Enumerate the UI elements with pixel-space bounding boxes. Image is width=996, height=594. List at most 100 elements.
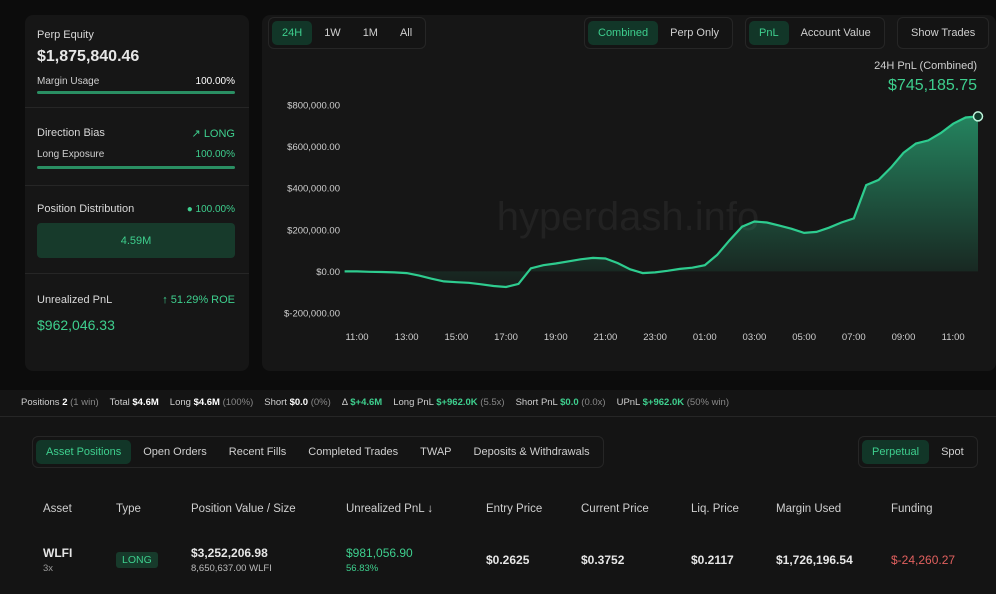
metric-button[interactable]: Account Value (800, 27, 871, 39)
tab[interactable]: Deposits & Withdrawals (473, 446, 590, 458)
stat: Long PnL $+962.0K (5.5x) (393, 397, 504, 408)
tab[interactable]: Asset Positions (36, 440, 132, 464)
headline: $745,185.75 (888, 77, 977, 94)
y-tick-label: $0.00 (316, 267, 340, 278)
stat-value: $+4.6M (350, 397, 383, 408)
stat-label: Short PnL (515, 397, 558, 408)
stat: Δ $+4.6M (342, 397, 382, 408)
stat-value: $+962.0K (642, 397, 685, 408)
label: Long Exposure (37, 149, 105, 160)
stat-note: (0.0x) (581, 397, 606, 408)
divider (25, 273, 249, 274)
stat-note: (50% win) (686, 397, 729, 408)
label: Unrealized PnL (37, 294, 113, 306)
tab[interactable]: Open Orders (143, 446, 207, 458)
divider (0, 416, 996, 417)
show-trades-group: Show Trades (897, 17, 990, 49)
leverage: 3x (43, 563, 54, 574)
liq-price: $0.2117 (691, 553, 734, 567)
stat-value: $4.6M (132, 397, 159, 408)
range-button[interactable]: 1W (324, 27, 341, 39)
column-header[interactable]: Margin Used (776, 503, 842, 515)
y-tick-label: $-200,000.00 (284, 309, 340, 320)
current-price: $0.3752 (581, 553, 625, 567)
value: LONG (203, 128, 235, 140)
column-header[interactable]: Current Price (581, 503, 649, 515)
column-header[interactable]: Position Value / Size (191, 503, 296, 515)
stat-value: $4.6M (193, 397, 220, 408)
stat: Long $4.6M (100%) (170, 397, 253, 408)
label: Position Distribution (37, 203, 135, 215)
value: 100.00% (195, 76, 235, 87)
range-button[interactable]: 1M (362, 27, 378, 39)
stat-label: Total (109, 397, 130, 408)
positions-panel (0, 390, 996, 594)
stat: Short PnL $0.0 (0.0x) (516, 397, 606, 408)
chart-title: 24H PnL (Combined) (874, 60, 977, 72)
stat-value: $0.0 (560, 397, 579, 408)
bias: ↗ LONG (191, 128, 235, 140)
x-tick-label: 21:00 (594, 332, 618, 343)
x-tick-label: 19:00 (544, 332, 568, 343)
column-header[interactable]: Entry Price (486, 503, 543, 515)
stat-label: UPnL (616, 397, 640, 408)
stat: Short $0.0 (0%) (264, 397, 331, 408)
tab[interactable]: Completed Trades (308, 446, 399, 458)
metric-button[interactable]: PnL (749, 21, 789, 45)
market-tab[interactable]: Perpetual (862, 440, 930, 464)
area (344, 116, 979, 288)
entry-price: $0.2625 (486, 553, 530, 567)
range-button[interactable]: 24H (272, 21, 313, 45)
x-tick-label: 01:00 (693, 332, 717, 343)
y-tick-label: $400,000.00 (287, 184, 340, 195)
value: 51.29% ROE (170, 294, 235, 306)
label: Perp Equity (37, 29, 94, 41)
pnl: $981,056.90 (346, 546, 413, 560)
market-tab[interactable]: Spot (941, 446, 964, 458)
mode-button[interactable]: Combined (588, 21, 659, 45)
tab[interactable]: TWAP (420, 446, 452, 458)
column-header[interactable]: Liq. Price (691, 503, 739, 515)
position-value: $3,252,206.98 (191, 546, 268, 560)
x-tick-label: 17:00 (494, 332, 518, 343)
x-tick-label: 03:00 (743, 332, 767, 343)
stat-label: Long PnL (393, 397, 434, 408)
funding: $-24,260.27 (891, 553, 956, 567)
stat-note: (5.5x) (480, 397, 505, 408)
roe: ↑ 51.29% ROE (162, 294, 235, 306)
stat-note: (1 win) (70, 397, 99, 408)
end-point (972, 111, 984, 122)
stat: Positions 2 (1 win) (21, 397, 99, 408)
y-tick-label: $200,000.00 (287, 225, 340, 236)
stat-value: $0.0 (289, 397, 309, 408)
watermark: hyperdash.info (497, 195, 759, 239)
stat-value: 2 (62, 397, 68, 408)
range-group: 24H 1W 1M All (268, 17, 427, 49)
stat: Total $4.6M (110, 397, 159, 408)
show-trades[interactable]: Show Trades (911, 27, 976, 39)
column-header[interactable]: Type (116, 503, 141, 515)
equity: $1,875,840.46 (37, 48, 140, 65)
stat: UPnL $+962.0K (50% win) (617, 397, 729, 408)
column-header[interactable]: Unrealized PnL ↓ (346, 503, 434, 515)
column-header[interactable]: Funding (891, 503, 933, 515)
tab[interactable]: Recent Fills (228, 446, 287, 458)
stat-value: $+962.0K (436, 397, 478, 408)
mode-button[interactable]: Perp Only (670, 27, 720, 39)
metric-group: PnL Account Value (745, 17, 885, 49)
x-tick-label: 11:00 (345, 332, 368, 343)
line (344, 115, 979, 289)
x-tick-label: 13:00 (395, 332, 419, 343)
column-header[interactable]: Asset (43, 503, 72, 515)
y-tick-label: $600,000.00 (287, 142, 340, 153)
y-tick-label: $800,000.00 (287, 101, 340, 112)
x-tick-label: 05:00 (792, 332, 816, 343)
x-tick-label: 09:00 (892, 332, 916, 343)
value: 100.00% (195, 204, 235, 215)
stat-label: Δ (341, 397, 348, 408)
range-button[interactable]: All (399, 27, 413, 39)
value: ● 100.00% (186, 204, 235, 215)
label: Direction Bias (37, 127, 105, 139)
x-tick-label: 07:00 (842, 332, 866, 343)
value: 100.00% (195, 149, 235, 160)
